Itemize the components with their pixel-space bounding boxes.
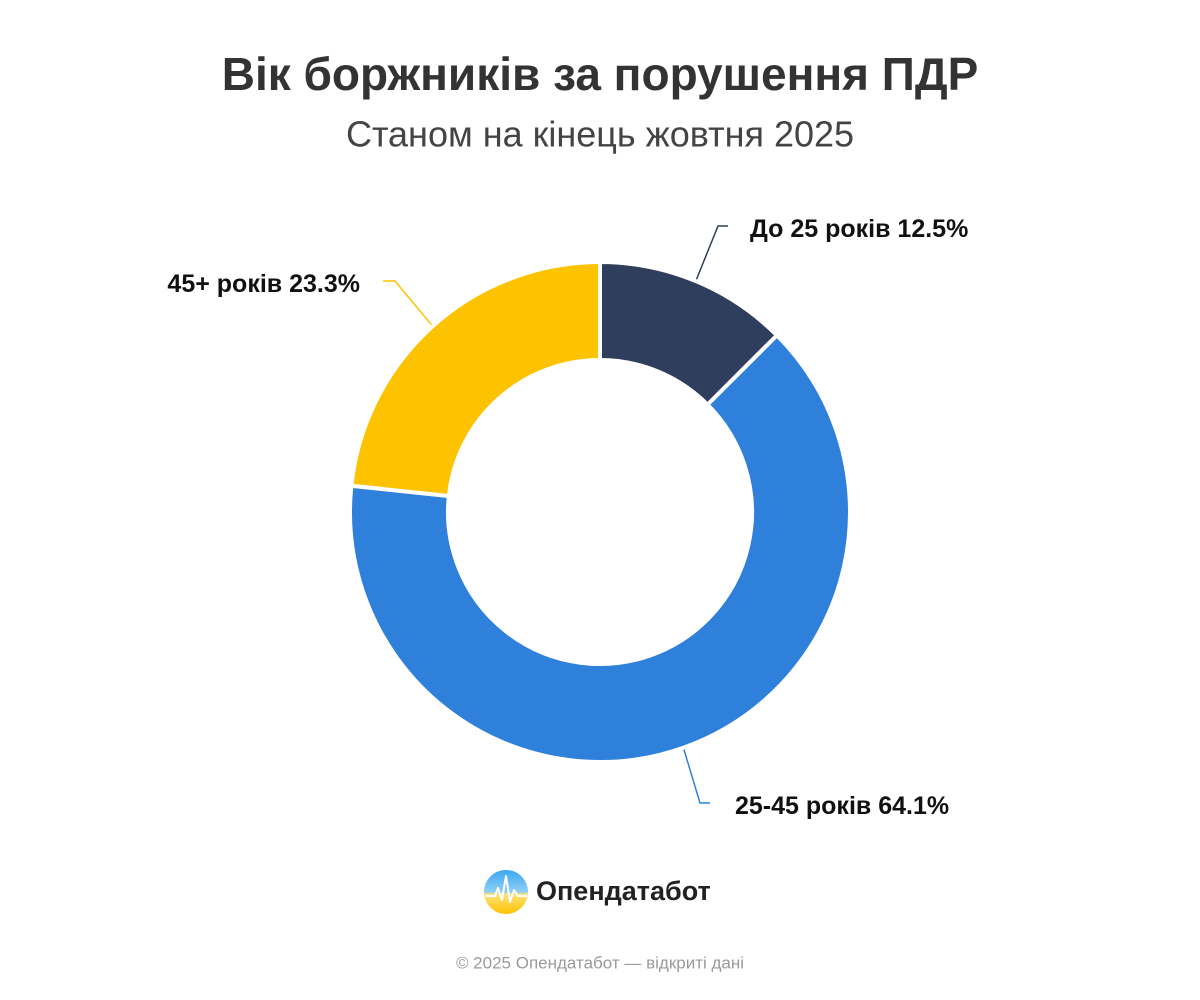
leader-line: [695, 225, 728, 280]
category-label: До 25 років: [750, 215, 890, 243]
donut-segment: [348, 333, 852, 764]
donut-segment: [349, 260, 602, 499]
footer: © 2025 Опендатабот — відкриті дані: [456, 953, 744, 972]
data-label: До 25 років 12.5%: [750, 215, 968, 243]
data-label: 25-45 років 64.1%: [735, 792, 949, 820]
value-label: 23.3%: [289, 270, 360, 298]
chart-title: Вік боржників за порушення ПДР: [222, 48, 979, 100]
logo-icon: [484, 870, 528, 914]
value-label: 12.5%: [897, 215, 968, 243]
logo-text: Опендатабот: [536, 876, 711, 906]
data-label: 45+ років 23.3%: [167, 270, 360, 298]
leader-line: [683, 749, 710, 804]
logo: Опендатабот: [484, 870, 711, 914]
value-label: 64.1%: [878, 792, 949, 820]
leader-line: [383, 280, 433, 326]
chart-subtitle: Станом на кінець жовтня 2025: [346, 114, 854, 155]
logo-wave: [486, 875, 527, 903]
category-label: 45+ років: [167, 270, 282, 298]
category-label: 25-45 років: [735, 792, 871, 820]
